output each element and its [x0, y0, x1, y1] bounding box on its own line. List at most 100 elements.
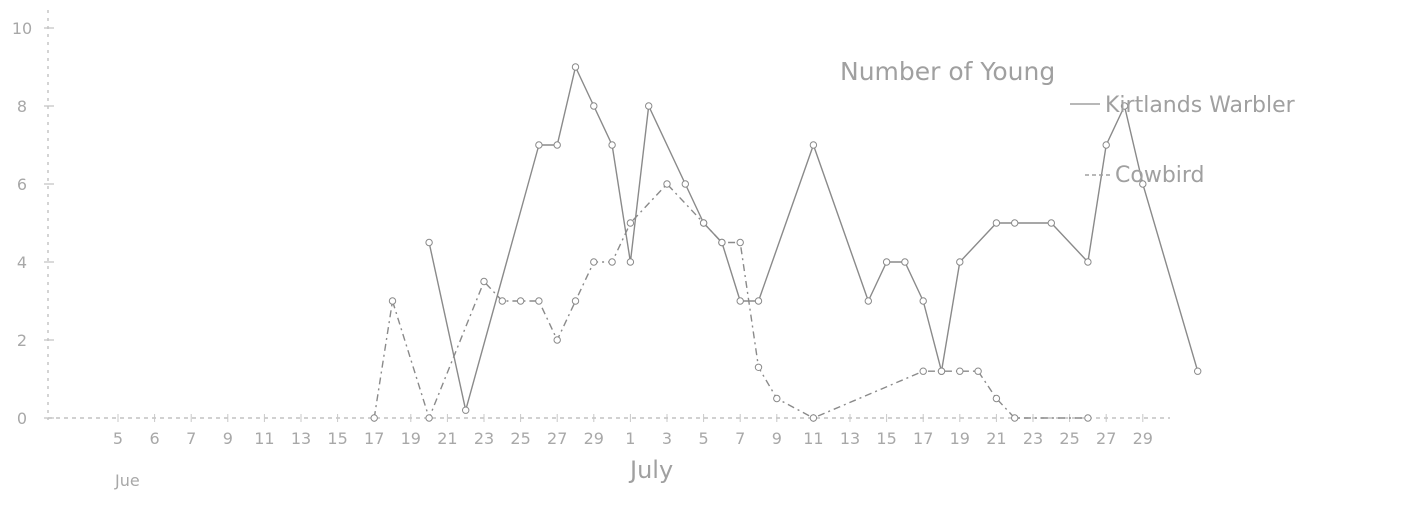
data-point-kirtlands-warbler: [809, 141, 818, 149]
x-tick-label: 23: [1023, 429, 1043, 448]
y-tick-label: 0: [17, 409, 27, 428]
data-point-kirtlands-warbler: [901, 258, 909, 266]
data-point-cowbird: [553, 336, 561, 344]
y-tick-label: 2: [17, 331, 27, 350]
x-tick-label: 17: [913, 429, 933, 448]
data-point-kirtlands-warbler: [626, 258, 635, 266]
data-point-kirtlands-warbler: [1194, 367, 1202, 375]
x-tick-label: 29: [1133, 429, 1153, 448]
data-point-kirtlands-warbler: [553, 141, 561, 149]
data-point-cowbird: [571, 297, 580, 305]
data-point-kirtlands-warbler: [645, 102, 653, 110]
x-tick-label: 11: [254, 429, 274, 448]
data-point-kirtlands-warbler: [882, 258, 891, 266]
data-point-kirtlands-warbler: [608, 141, 616, 149]
x-tick-label: 5: [699, 429, 709, 448]
data-point-kirtlands-warbler: [1120, 102, 1129, 110]
data-point-cowbird: [937, 367, 946, 375]
data-point-cowbird: [699, 219, 708, 227]
x-tick-label: 27: [547, 429, 567, 448]
data-point-cowbird: [498, 297, 506, 305]
x-tick-label: 7: [186, 429, 196, 448]
y-tick-label: 6: [17, 175, 27, 194]
x-tick-label: 9: [223, 429, 233, 448]
y-tick-label: 10: [12, 19, 32, 38]
x-tick-label: 27: [1096, 429, 1116, 448]
data-point-kirtlands-warbler: [736, 297, 744, 305]
x-tick-label: 11: [803, 429, 823, 448]
data-point-cowbird: [663, 180, 671, 188]
legend: Kirtlands Warbler Cowbird: [1070, 93, 1296, 188]
data-point-cowbird: [626, 219, 635, 227]
x-tick-label: 13: [291, 429, 311, 448]
data-point-cowbird: [974, 367, 982, 375]
legend-label-kirtlands-warbler: Kirtlands Warbler: [1105, 93, 1296, 118]
data-point-kirtlands-warbler: [590, 102, 598, 110]
data-point-cowbird: [992, 394, 1001, 403]
data-point-cowbird: [1011, 414, 1019, 422]
data-point-cowbird: [388, 297, 397, 305]
x-tick-label: 25: [510, 429, 530, 448]
x-tick-label: 21: [437, 429, 457, 448]
data-point-cowbird: [809, 414, 818, 422]
series-line-kirtlands-warbler: [428, 66, 1199, 411]
series-line-cowbird: [373, 183, 1088, 419]
x-tick-label: 15: [876, 429, 896, 448]
data-point-kirtlands-warbler: [462, 406, 470, 414]
axes: [47, 10, 1170, 420]
data-point-kirtlands-warbler: [956, 258, 964, 266]
data-point-cowbird: [516, 297, 525, 305]
data-point-kirtlands-warbler: [1011, 219, 1019, 227]
data-point-kirtlands-warbler: [571, 63, 580, 71]
data-point-cowbird: [754, 363, 763, 371]
data-point-cowbird: [956, 367, 964, 375]
x-tick-label: 19: [950, 429, 970, 448]
data-point-kirtlands-warbler: [1139, 180, 1147, 188]
data-point-kirtlands-warbler: [681, 180, 689, 188]
x-tick-label: 17: [364, 429, 384, 448]
x-tick-label: 23: [474, 429, 494, 448]
x-axis-secondary-label: Jue: [114, 471, 140, 490]
data-point-cowbird: [718, 238, 726, 247]
x-tick-label: 1: [625, 429, 635, 448]
data-point-kirtlands-warbler: [535, 141, 543, 149]
data-point-kirtlands-warbler: [754, 297, 763, 305]
data-point-kirtlands-warbler: [992, 219, 1001, 227]
data-point-cowbird: [480, 277, 488, 286]
x-tick-label: 13: [840, 429, 860, 448]
data-point-cowbird: [370, 414, 378, 422]
data-point-kirtlands-warbler: [1084, 258, 1092, 266]
x-tick-label: 3: [662, 429, 672, 448]
legend-label-cowbird: Cowbird: [1115, 163, 1205, 188]
data-point-cowbird: [773, 394, 781, 403]
x-tick-label: 29: [584, 429, 604, 448]
x-tick-label: 6: [150, 429, 160, 448]
data-point-kirtlands-warbler: [1102, 141, 1110, 149]
data-point-cowbird: [590, 258, 598, 266]
chart-title: Number of Young: [840, 57, 1055, 86]
data-point-cowbird: [1084, 414, 1092, 422]
data-point-kirtlands-warbler: [919, 297, 927, 305]
data-point-cowbird: [535, 297, 543, 305]
y-ticks: 0 2 4 6 8 10: [12, 19, 54, 428]
data-point-cowbird: [608, 258, 616, 266]
x-tick-label: 9: [772, 429, 782, 448]
y-tick-label: 8: [17, 97, 27, 116]
series-layer: [370, 63, 1202, 422]
x-ticks: 5 6 7 9 11 13 15 17 19 21 23 25 27 29 1 3 5 7 9 11 13 15 17 19 2…: [113, 414, 1153, 448]
data-point-cowbird: [919, 367, 927, 375]
x-tick-label: 21: [986, 429, 1006, 448]
x-tick-label: 7: [735, 429, 745, 448]
data-point-cowbird: [736, 238, 744, 247]
x-tick-label: 25: [1059, 429, 1079, 448]
data-point-kirtlands-warbler: [1047, 219, 1056, 227]
x-axis-label: July: [628, 456, 673, 484]
x-tick-label: 19: [401, 429, 421, 448]
data-point-cowbird: [425, 414, 433, 422]
x-tick-label: 15: [327, 429, 347, 448]
data-point-kirtlands-warbler: [864, 297, 872, 305]
data-point-kirtlands-warbler: [425, 238, 433, 247]
y-tick-label: 4: [17, 253, 27, 272]
x-tick-label: 5: [113, 429, 123, 448]
